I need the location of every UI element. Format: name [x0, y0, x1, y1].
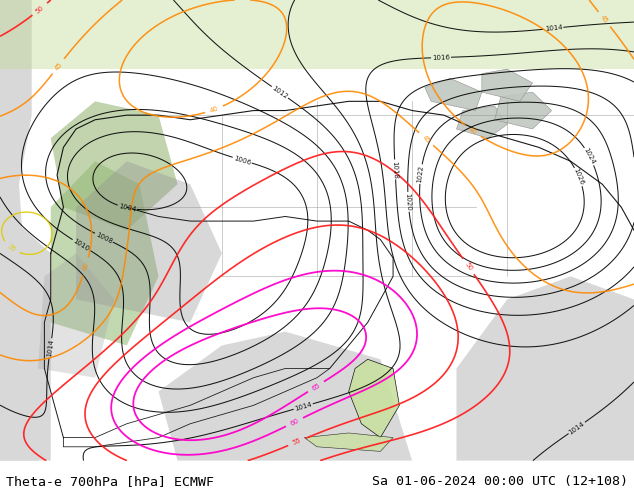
Polygon shape: [51, 101, 178, 230]
Polygon shape: [304, 433, 393, 451]
Text: 55: 55: [292, 438, 302, 446]
Text: 45: 45: [421, 134, 432, 144]
Text: 1024: 1024: [583, 147, 596, 166]
Text: 60: 60: [289, 417, 300, 427]
Polygon shape: [0, 207, 51, 461]
Text: Theta-e 700hPa [hPa] ECMWF: Theta-e 700hPa [hPa] ECMWF: [6, 474, 214, 488]
Text: 50: 50: [34, 4, 45, 14]
Text: 40: 40: [209, 105, 219, 114]
Polygon shape: [425, 78, 482, 111]
Polygon shape: [456, 106, 507, 138]
Polygon shape: [0, 0, 634, 69]
Text: 1010: 1010: [72, 238, 90, 252]
Polygon shape: [76, 161, 222, 322]
Text: 1018: 1018: [392, 160, 399, 178]
Text: 1014: 1014: [544, 24, 562, 32]
Text: 1012: 1012: [271, 85, 289, 100]
Polygon shape: [482, 69, 533, 101]
Text: 1014: 1014: [46, 339, 55, 357]
Polygon shape: [456, 276, 634, 461]
Text: 35: 35: [6, 243, 16, 253]
Text: 1008: 1008: [94, 231, 113, 245]
Text: 1006: 1006: [233, 155, 252, 166]
Text: Sa 01-06-2024 00:00 UTC (12+108): Sa 01-06-2024 00:00 UTC (12+108): [372, 474, 628, 488]
Text: 1020: 1020: [404, 193, 412, 211]
Polygon shape: [349, 359, 399, 438]
Text: 1014: 1014: [294, 401, 313, 412]
Text: 50: 50: [463, 261, 474, 272]
Text: 1016: 1016: [432, 54, 450, 61]
Text: 1004: 1004: [118, 203, 136, 213]
Text: 65: 65: [311, 382, 321, 392]
Text: 45: 45: [599, 14, 609, 24]
Polygon shape: [0, 0, 38, 461]
Text: 45: 45: [53, 61, 63, 72]
Polygon shape: [158, 332, 412, 461]
Polygon shape: [495, 92, 552, 129]
Text: 40: 40: [82, 261, 90, 271]
Text: 40: 40: [467, 126, 478, 136]
Polygon shape: [38, 253, 114, 378]
Text: 1022: 1022: [417, 165, 425, 183]
Text: 1026: 1026: [573, 168, 585, 186]
Text: 1014: 1014: [567, 420, 586, 436]
Polygon shape: [51, 161, 158, 345]
